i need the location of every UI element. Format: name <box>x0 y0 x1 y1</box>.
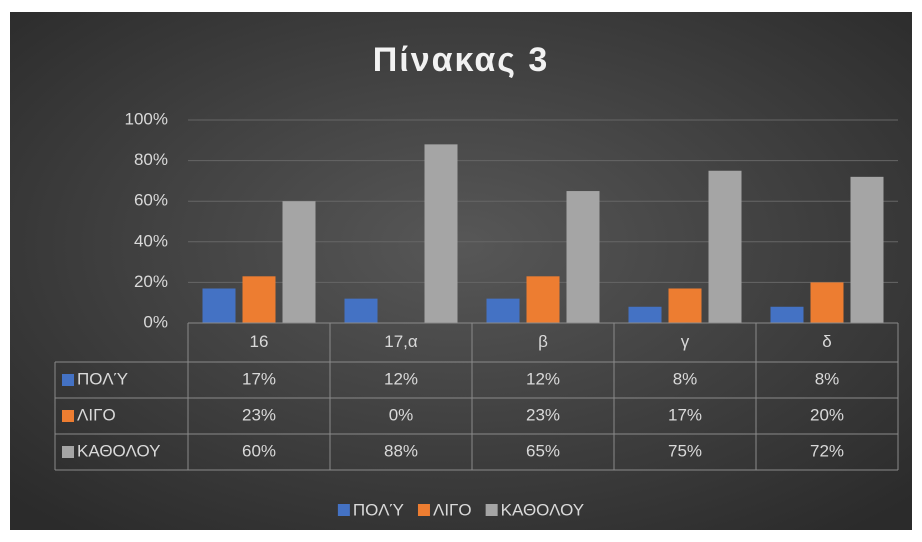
row-key <box>62 446 74 458</box>
table-header: γ <box>681 332 690 351</box>
row-header: ΛΙΓΟ <box>77 405 116 424</box>
bar <box>486 298 520 323</box>
legend-label: ΠΟΛΎ <box>353 500 405 519</box>
table-cell: 12% <box>526 369 560 388</box>
table-cell: 23% <box>526 405 560 424</box>
table-cell: 72% <box>810 441 844 460</box>
row-header: ΠΟΛΎ <box>77 369 129 388</box>
table-cell: 75% <box>668 441 702 460</box>
legend-key <box>417 504 430 516</box>
bar <box>566 191 600 323</box>
y-tick-label: 0% <box>143 312 168 331</box>
row-key <box>62 374 74 386</box>
bar <box>810 282 844 323</box>
table-cell: 65% <box>526 441 560 460</box>
table-cell: 20% <box>810 405 844 424</box>
table-cell: 8% <box>815 369 840 388</box>
bar <box>850 176 884 323</box>
chart-background <box>10 12 912 530</box>
table-header: δ <box>822 332 831 351</box>
bar <box>668 288 702 323</box>
bar <box>526 276 560 323</box>
table-cell: 88% <box>384 441 418 460</box>
legend-label: ΛΙΓΟ <box>433 500 472 519</box>
bar <box>202 288 236 323</box>
bar <box>628 306 662 323</box>
legend-label: ΚΑΘΟΛΟΥ <box>501 500 584 519</box>
table-cell: 8% <box>673 369 698 388</box>
bar <box>770 306 804 323</box>
table-cell: 60% <box>242 441 276 460</box>
chart-title: Πίνακας 3 <box>373 41 550 79</box>
y-tick-label: 20% <box>134 272 168 291</box>
y-tick-label: 80% <box>134 150 168 169</box>
bar <box>344 298 378 323</box>
bar <box>424 144 458 323</box>
table-header: 16 <box>250 332 269 351</box>
table-cell: 17% <box>242 369 276 388</box>
table-cell: 12% <box>384 369 418 388</box>
bar <box>242 276 276 323</box>
table-header: 17,α <box>384 332 418 351</box>
legend-key <box>337 504 350 516</box>
table-cell: 0% <box>389 405 414 424</box>
y-tick-label: 100% <box>125 109 168 128</box>
row-header: ΚΑΘΟΛΟΥ <box>77 441 160 460</box>
table-cell: 17% <box>668 405 702 424</box>
table-cell: 23% <box>242 405 276 424</box>
legend-key <box>485 504 498 516</box>
table-header: β <box>538 332 548 351</box>
bar <box>282 201 316 323</box>
y-tick-label: 60% <box>134 191 168 210</box>
row-key <box>62 410 74 422</box>
y-tick-label: 40% <box>134 231 168 250</box>
bar <box>708 170 742 323</box>
